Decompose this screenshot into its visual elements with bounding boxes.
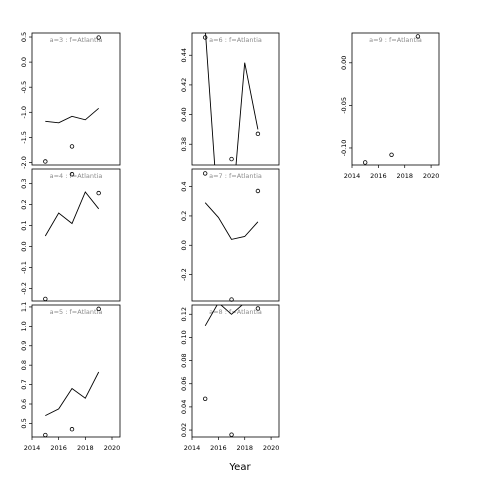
panel-label: a=5 : f=Atlantia bbox=[50, 308, 103, 316]
data-point bbox=[69, 427, 75, 432]
data-point bbox=[43, 432, 48, 438]
y-tick-label: 0.5 bbox=[20, 32, 28, 42]
data-point bbox=[43, 296, 48, 302]
panel-label: a=9 : f=Atlantia bbox=[369, 36, 422, 44]
panel-frame bbox=[191, 304, 280, 438]
series-line bbox=[205, 33, 259, 165]
series-line bbox=[204, 305, 243, 327]
panel-frame bbox=[31, 168, 121, 302]
data-point bbox=[96, 306, 101, 312]
data-point bbox=[229, 432, 234, 437]
data-point bbox=[96, 35, 101, 40]
x-tick-label: 2020 bbox=[263, 444, 280, 452]
data-point bbox=[69, 172, 75, 177]
x-tick-label: 2020 bbox=[423, 172, 440, 180]
x-tick-label: 2018 bbox=[396, 172, 413, 180]
panel-5: a=7 : f=Atlantia 0.4 0.2 0.0 -0.2 bbox=[180, 168, 280, 302]
data-point bbox=[415, 34, 421, 39]
panel-2: a=6 : f=Atlantia 0.44 0.42 0.40 0.38 bbox=[180, 32, 280, 166]
data-point bbox=[43, 159, 48, 164]
y-tick-label: 0.4 bbox=[180, 181, 188, 191]
y-tick-label: -0.10 bbox=[340, 140, 348, 157]
panel-1: a=3 : f=Atlantia 0.5 0.0 -0.5 -1.0 -1.5 -2.0 bbox=[20, 32, 121, 169]
y-tick-label: 0.44 bbox=[180, 48, 188, 62]
panel-6: a=5 : f=Atlantia 1.1 1.0 0.9 0.8 0.7 0.6 0.5 201… bbox=[20, 302, 121, 452]
panel-label: a=3 : f=Atlantia bbox=[50, 36, 103, 44]
series-line bbox=[204, 202, 259, 240]
panel-4: a=4 : f=Atlantia 0.3 0.2 0.1 0.0 -0.1 -0.2 bbox=[20, 168, 121, 302]
data-point bbox=[69, 144, 75, 149]
y-tick-label: 0.2 bbox=[20, 199, 28, 209]
x-tick-label: 2020 bbox=[104, 444, 121, 452]
panel-frame bbox=[191, 168, 280, 302]
panel-frame bbox=[351, 32, 440, 166]
data-point bbox=[389, 152, 394, 157]
y-tick-label: -0.2 bbox=[180, 268, 188, 281]
panel-label: a=6 : f=Atlantia bbox=[209, 36, 262, 44]
y-tick-label: 0.38 bbox=[180, 137, 188, 151]
data-point bbox=[362, 160, 368, 165]
y-tick-label: 0.02 bbox=[180, 423, 188, 437]
y-tick-label: 0.6 bbox=[20, 399, 28, 409]
y-tick-label: 0.08 bbox=[180, 353, 188, 367]
data-point bbox=[96, 190, 101, 196]
y-tick-label: -0.5 bbox=[20, 81, 28, 94]
y-tick-label: 0.06 bbox=[180, 376, 188, 390]
series-line bbox=[45, 371, 100, 417]
y-tick-label: 0.04 bbox=[180, 400, 188, 414]
y-tick-label: 1.1 bbox=[20, 302, 28, 312]
y-tick-label: 0.5 bbox=[20, 418, 28, 428]
data-point bbox=[202, 35, 208, 40]
x-tick-label: 2016 bbox=[210, 444, 227, 452]
y-tick-label: 0.9 bbox=[20, 341, 28, 351]
x-axis-label: Year bbox=[228, 462, 251, 473]
panel-frame bbox=[31, 32, 121, 166]
data-point bbox=[255, 188, 261, 194]
data-point bbox=[229, 297, 234, 302]
y-tick-label: 0.10 bbox=[180, 330, 188, 344]
y-tick-label: 0.1 bbox=[20, 220, 28, 230]
y-tick-label: 0.0 bbox=[20, 241, 28, 251]
x-tick-label: 2014 bbox=[24, 444, 41, 452]
data-point bbox=[229, 156, 234, 162]
data-point bbox=[202, 396, 208, 401]
y-tick-label: -2.0 bbox=[20, 156, 28, 169]
data-point bbox=[255, 306, 261, 311]
x-tick-label: 2014 bbox=[344, 172, 361, 180]
x-tick-label: 2014 bbox=[184, 444, 201, 452]
panel-3: a=9 : f=Atlantia 0.00 -0.05 -0.10 2014 2016 20… bbox=[340, 32, 440, 180]
x-tick-label: 2016 bbox=[370, 172, 387, 180]
panel-label: a=4 : f=Atlantia bbox=[50, 172, 103, 180]
panel-7: a=8 : f=Atlantia 0.12 0.10 0.08 0.06 0.04 0.02… bbox=[180, 304, 280, 452]
y-tick-label: 0.0 bbox=[20, 57, 28, 67]
y-tick-label: 0.2 bbox=[180, 211, 188, 221]
y-tick-label: 0.12 bbox=[180, 307, 188, 321]
y-tick-label: -0.05 bbox=[340, 97, 348, 114]
panel-frame bbox=[191, 32, 280, 166]
x-tick-label: 2016 bbox=[50, 444, 67, 452]
y-tick-label: 1.0 bbox=[20, 321, 28, 331]
series-line bbox=[45, 107, 99, 124]
panel-label: a=8 : f=Atlantia bbox=[209, 308, 262, 316]
y-tick-label: 0.7 bbox=[20, 379, 28, 389]
data-point bbox=[255, 131, 261, 137]
y-tick-label: -0.2 bbox=[20, 282, 28, 295]
y-tick-label: 0.42 bbox=[180, 78, 188, 92]
panel-frame bbox=[31, 304, 121, 438]
panel-label: a=7 : f=Atlantia bbox=[209, 172, 262, 180]
y-tick-label: -1.5 bbox=[20, 131, 28, 144]
series-line bbox=[44, 191, 100, 237]
y-tick-label: 0.3 bbox=[20, 178, 28, 188]
x-tick-label: 2018 bbox=[236, 444, 253, 452]
data-point bbox=[202, 171, 208, 176]
y-tick-label: 0.8 bbox=[20, 360, 28, 370]
y-tick-label: -0.1 bbox=[20, 261, 28, 274]
x-tick-label: 2018 bbox=[77, 444, 94, 452]
y-tick-label: 0.40 bbox=[180, 107, 188, 121]
y-tick-label: -1.0 bbox=[20, 106, 28, 119]
y-tick-label: 0.0 bbox=[180, 240, 188, 250]
y-tick-label: 0.00 bbox=[340, 56, 348, 70]
